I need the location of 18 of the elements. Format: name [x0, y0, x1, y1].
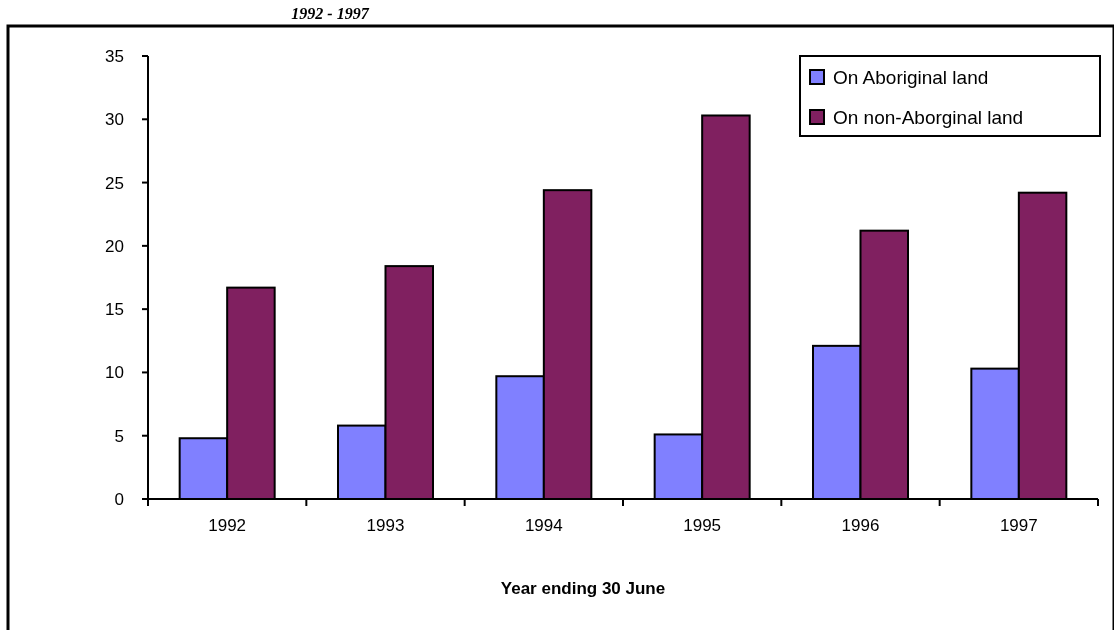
x-tick-label: 1995 [683, 516, 722, 535]
y-tick-label: 15 [105, 300, 124, 320]
y-tick-label: 20 [105, 236, 124, 256]
y-tick-label: 0 [114, 489, 124, 509]
legend-label: On non-Aborginal land [833, 106, 1024, 128]
x-tick-label: 1996 [841, 516, 880, 535]
x-tick-label: 1992 [208, 516, 247, 535]
x-tick-label: 1997 [999, 516, 1038, 535]
y-tick-label: 5 [114, 426, 124, 446]
y-tick-label: 10 [105, 363, 124, 383]
y-tick-label: 30 [105, 110, 124, 130]
legend-label: On Aboriginal land [833, 66, 989, 88]
x-tick-label: 1994 [524, 516, 563, 535]
x-axis-title: Year ending 30 June [500, 579, 666, 598]
y-tick-label: 35 [105, 46, 124, 66]
chart-title: 1992 - 1997 [291, 5, 370, 22]
x-tick-label: 1993 [366, 516, 405, 535]
y-tick-label: 25 [105, 173, 124, 193]
